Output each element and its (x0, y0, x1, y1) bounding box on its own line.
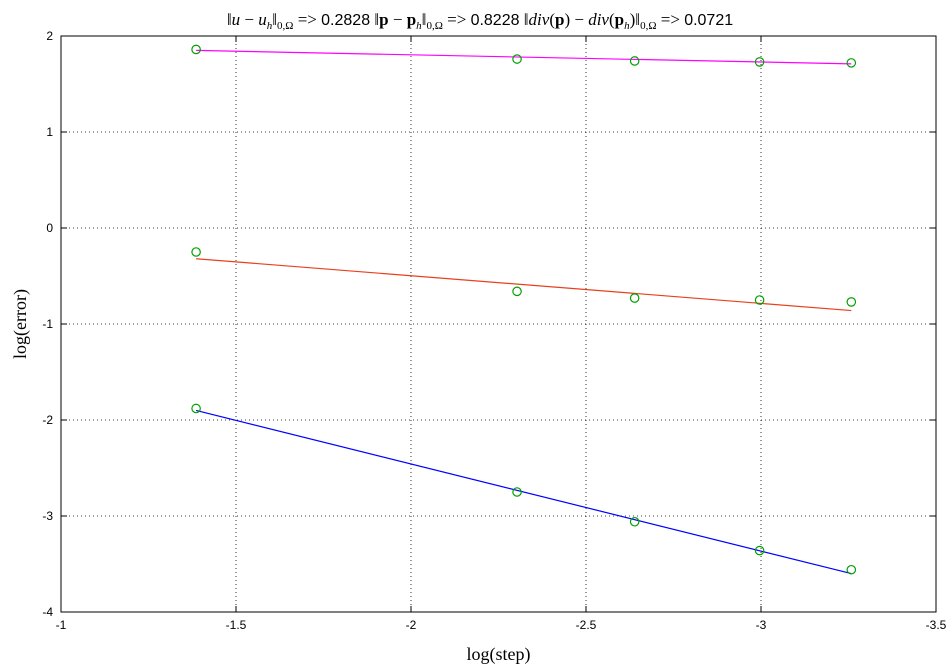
x-tick-label: -2 (406, 618, 417, 632)
y-tick-label: 2 (46, 29, 53, 43)
plot-area-frame (60, 35, 937, 613)
title-err3-value: 0.0721 (684, 12, 733, 29)
title-arrow-3: => (661, 10, 680, 29)
y-tick-label: -4 (42, 605, 53, 619)
y-tick-label: -1 (42, 317, 53, 331)
y-axis-label: log(error) (10, 289, 31, 359)
series-2-data-point (846, 297, 857, 307)
y-tick-label: 1 (46, 125, 53, 139)
series-3-fit-line (195, 409, 852, 575)
series-1-data-point (629, 56, 640, 66)
title-err1-value: 0.2828 (321, 12, 370, 29)
series-1-data-point (191, 44, 201, 55)
series-3-data-point (629, 516, 640, 527)
title-err2-value: 0.8228 (471, 12, 520, 29)
series-2-fit-line (196, 258, 852, 312)
series-2-data-point (191, 247, 201, 257)
title-arrow-2: => (447, 10, 466, 29)
series-3-data-point (754, 545, 765, 556)
x-tick-label: -3 (756, 618, 767, 632)
series-3-data-point (191, 403, 201, 414)
axis-ticks: -1 -1.5 -2 -2.5 -3 -3.5 -4 -3 -2 -1 0 1 2 (42, 29, 946, 632)
series-3-data-point (512, 487, 522, 497)
x-tick-label: -2.5 (576, 618, 597, 632)
y-tick-label: 0 (46, 221, 53, 235)
x-tick-label: -1 (56, 618, 67, 632)
series-2-data-point (512, 286, 522, 297)
y-tick-label: -3 (42, 509, 53, 523)
x-tick-label: -1.5 (226, 618, 247, 632)
series-3-data-point (846, 564, 857, 575)
title-arrow-1: => (298, 10, 317, 29)
chart-title: ‖u − uh‖0,Ω => 0.2828 ‖p − ph‖0,Ω => 0.8… (227, 10, 733, 32)
series-1-data-point (846, 58, 857, 68)
series-2-data-point (754, 295, 765, 305)
grid-lines (61, 36, 936, 612)
series-group (191, 44, 857, 575)
y-tick-label: -2 (42, 413, 53, 427)
series-1-data-point (512, 54, 522, 64)
series-1-data-point (754, 57, 765, 67)
series-2-data-point (629, 293, 640, 303)
x-tick-label: -3.5 (926, 618, 947, 632)
x-axis-label: log(step) (467, 644, 531, 665)
series-1-fit-line (196, 49, 852, 65)
